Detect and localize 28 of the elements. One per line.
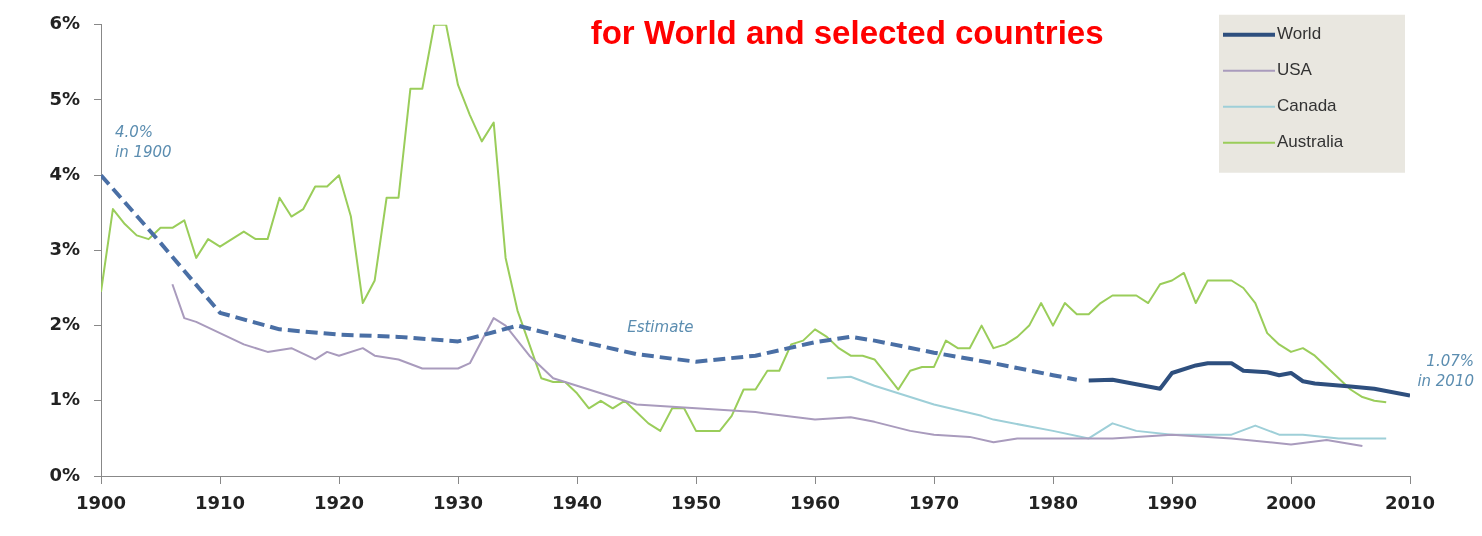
annotation: 4.0% in 1900 (115, 123, 172, 162)
y-tick-label: 6% (49, 12, 80, 34)
x-tick-label: 1950 (670, 492, 722, 514)
x-tick-label: 2000 (1265, 492, 1317, 514)
y-tick-label: 4% (49, 162, 80, 184)
x-tick-label: 1960 (789, 492, 841, 514)
legend-label: Canada (1277, 96, 1338, 116)
annotation: 1.07% in 2010 (1417, 352, 1474, 391)
x-tick-label: 1970 (908, 492, 960, 514)
annotation: Estimate (627, 317, 694, 336)
y-tick-label: 3% (49, 238, 80, 260)
chart-title: for World and selected countries (590, 14, 1104, 52)
legend-label: USA (1277, 60, 1313, 80)
legend-label: Australia (1277, 132, 1344, 152)
x-tick-label: 1920 (313, 492, 365, 514)
y-tick-label: 0% (49, 463, 80, 485)
y-tick-label: 2% (49, 313, 80, 335)
x-tick-label: 1940 (551, 492, 603, 514)
x-tick-label: 1990 (1146, 492, 1198, 514)
y-tick-label: 5% (49, 87, 80, 109)
x-tick-label: 1980 (1027, 492, 1079, 514)
x-tick-label: 1910 (194, 492, 246, 514)
x-tick-label: 2010 (1384, 492, 1436, 514)
y-tick-label: 1% (49, 388, 80, 410)
line-series (101, 173, 1079, 382)
legend-label: World (1277, 24, 1322, 44)
x-tick-label: 1900 (75, 492, 127, 514)
x-tick-label: 1930 (432, 492, 484, 514)
